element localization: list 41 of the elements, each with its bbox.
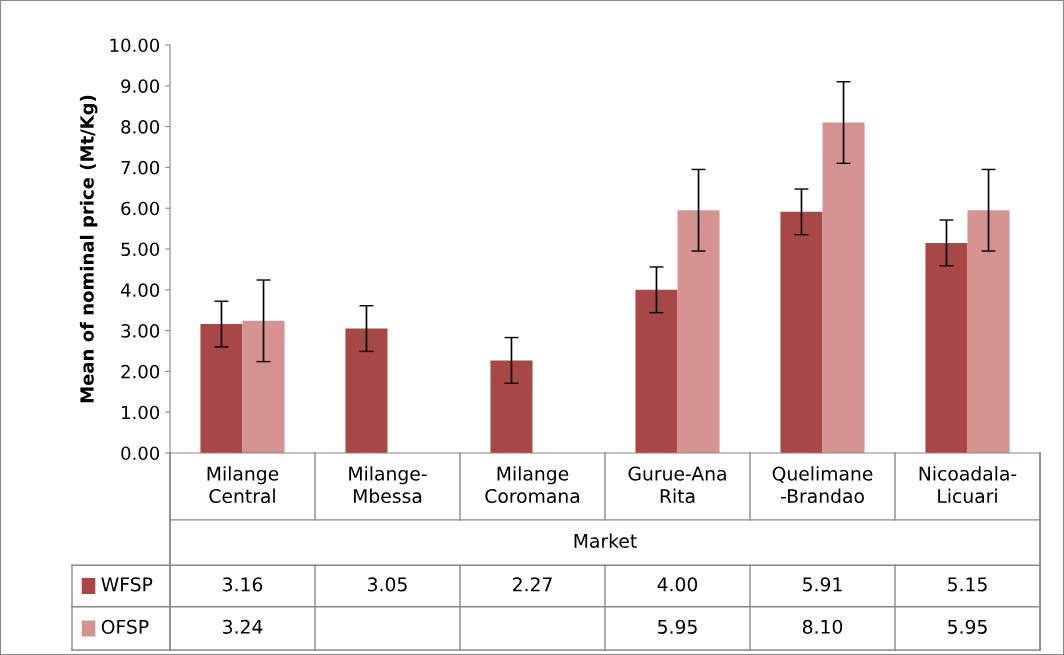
bar <box>822 122 865 453</box>
bar <box>925 242 968 453</box>
x-tick-label: Milange Central <box>207 466 279 504</box>
y-tick-label: 3.00 <box>121 324 160 338</box>
data-label: 3.24 <box>223 619 263 634</box>
data-label: 4.00 <box>657 577 698 592</box>
data-label: 5.91 <box>803 577 842 592</box>
data-label: 3.05 <box>368 577 407 592</box>
bar <box>780 211 823 453</box>
y-tick-label: 7.00 <box>121 160 160 175</box>
x-tick-label: Gurue-Ana Rita <box>628 466 726 504</box>
y-tick-label: 8.00 <box>121 120 160 134</box>
y-tick-label: 5.00 <box>121 242 160 257</box>
legend-label: WFSP <box>101 577 153 592</box>
data-label: 3.16 <box>223 577 263 592</box>
bar <box>967 210 1010 453</box>
x-tick-label: Nicoadala- Licuari <box>919 466 1017 504</box>
y-tick-label: 2.00 <box>121 364 160 379</box>
y-tick-label: 4.00 <box>120 283 160 297</box>
legend-label: OFSP <box>101 619 149 634</box>
x-tick-label: Milange Coromana <box>485 466 580 504</box>
data-label: 2.27 <box>513 577 552 592</box>
bar <box>677 210 720 453</box>
data-label: 8.10 <box>802 619 843 634</box>
y-tick-label: 10.00 <box>110 38 160 53</box>
data-label: 5.95 <box>658 619 697 634</box>
y-axis-title: Mean of nominal price (Mt/Kg) <box>79 95 98 403</box>
y-tick-label: 0.00 <box>121 446 160 461</box>
bar <box>490 360 533 453</box>
y-tick-label: 1.00 <box>122 405 160 420</box>
x-axis-title: Market <box>574 533 637 548</box>
bar <box>635 289 678 453</box>
x-tick-label: Milange- Mbessa <box>349 466 427 504</box>
data-label: 5.15 <box>948 577 987 592</box>
y-tick-label: 9.00 <box>121 79 160 93</box>
bar <box>200 324 243 453</box>
bar <box>242 320 285 453</box>
x-tick-label: Quelimane -Brandao <box>772 466 873 504</box>
bar <box>345 328 388 453</box>
data-label: 5.95 <box>948 619 987 634</box>
y-tick-label: 6.00 <box>121 201 160 216</box>
